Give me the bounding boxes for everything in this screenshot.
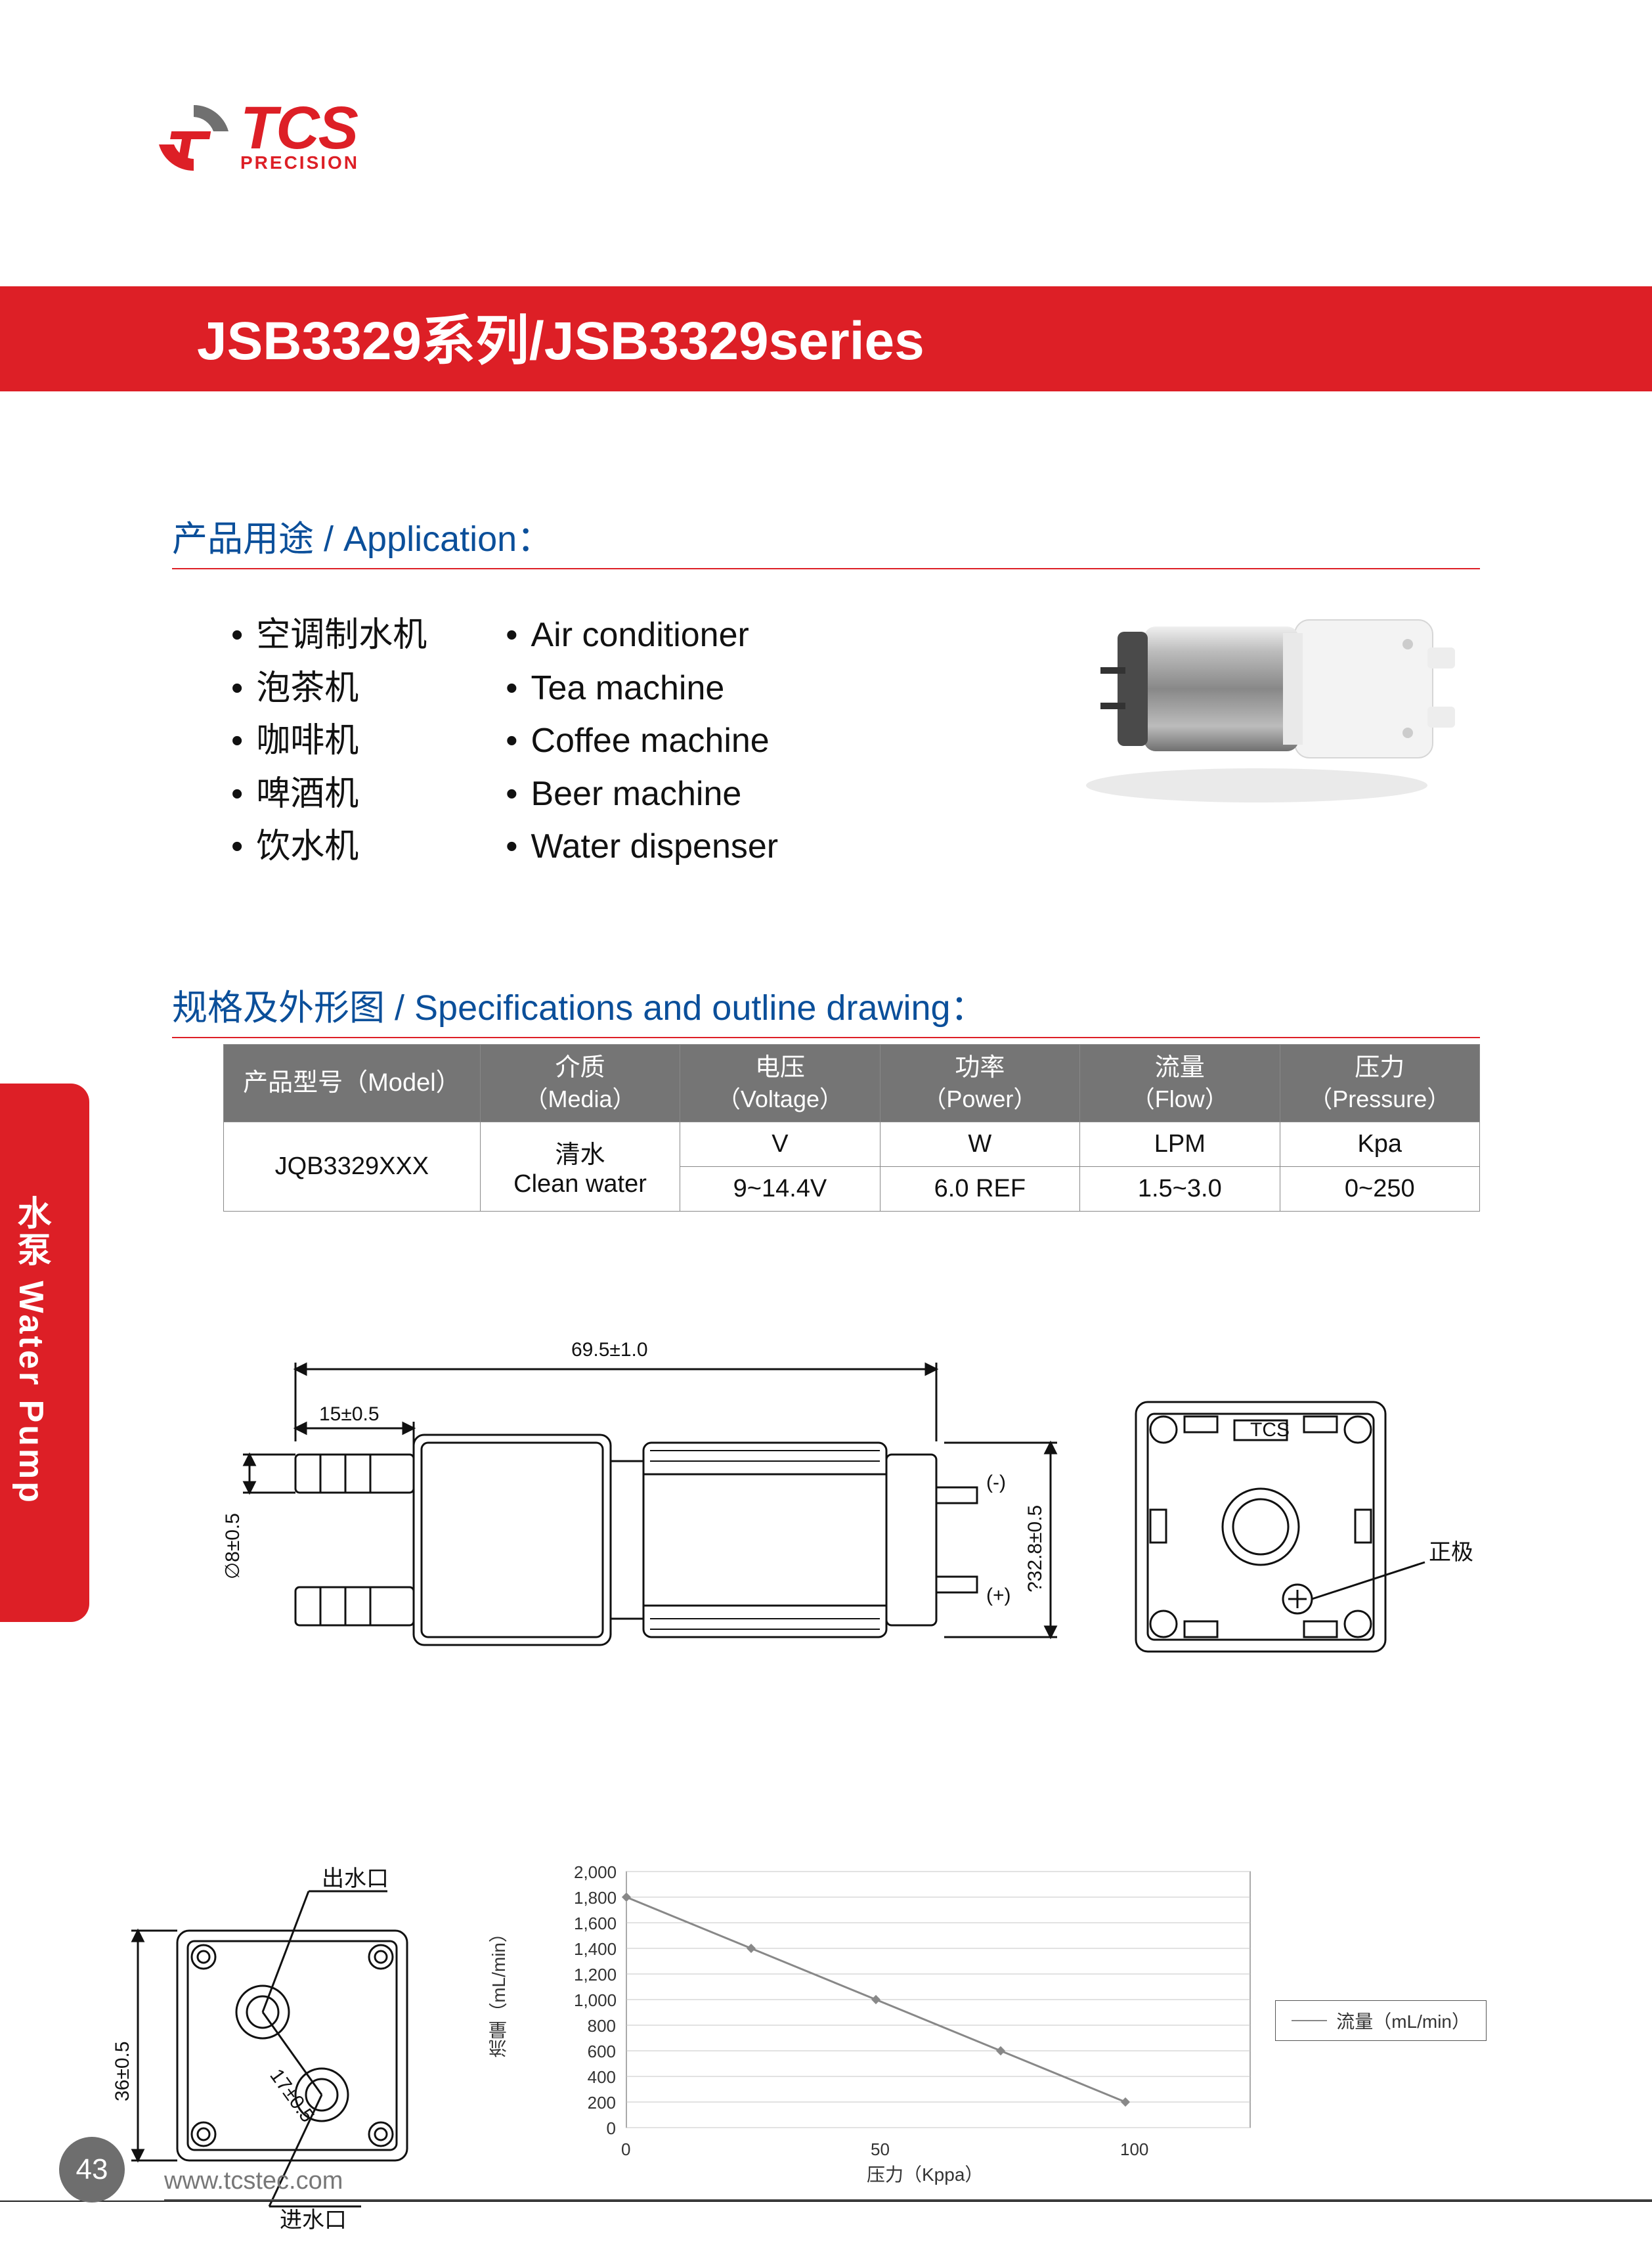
th-voltage: 电压（Voltage） (680, 1045, 880, 1122)
inlet-label: 进水口 (280, 2208, 347, 2233)
chart-ytick: 0 (574, 2118, 616, 2139)
dim-side: 36±0.5 (112, 2041, 133, 2101)
td-model: JQB3329XXX (224, 1122, 481, 1211)
page-number: 43 (59, 2137, 125, 2202)
th-flow: 流量（Flow） (1080, 1045, 1280, 1122)
app-item-cn: 空调制水机 (231, 609, 427, 662)
spec-table: 产品型号（Model） 介质（Media） 电压（Voltage） 功率（Pow… (223, 1044, 1480, 1212)
logo-brand-text: TCS (240, 102, 359, 154)
chart-ytick: 1,000 (574, 1990, 616, 2011)
chart-ylabel: 流量（mL/min） (486, 1924, 512, 2058)
app-item-en: Water dispenser (506, 820, 778, 873)
chart-ytick: 400 (574, 2067, 616, 2088)
app-item-en: Beer machine (506, 768, 778, 821)
td-pressure-val: 0~250 (1280, 1166, 1480, 1211)
category-side-tab: 水泵 Water Pump (0, 1084, 89, 1622)
pos-pole-label: 正极 "+" (1429, 1540, 1480, 1565)
brand-logo: TCS PRECISION (151, 99, 359, 177)
th-pressure: 压力（Pressure） (1280, 1045, 1480, 1122)
footer-url: www.tcstec.com (164, 2167, 343, 2195)
app-item-cn: 饮水机 (231, 820, 427, 873)
logo-sub-text: PRECISION (240, 152, 359, 173)
app-item-en: Tea machine (506, 662, 778, 715)
app-item-en: Air conditioner (506, 609, 778, 662)
product-photo (1040, 549, 1460, 812)
td-pressure-unit: Kpa (1280, 1122, 1480, 1166)
td-power-unit: W (880, 1122, 1079, 1166)
logo-swoosh-icon (151, 99, 236, 177)
th-media: 介质（Media） (480, 1045, 680, 1122)
chart-legend-label: 流量（mL/min） (1336, 2007, 1470, 2034)
page-title: JSB3329系列/JSB3329series (197, 297, 924, 375)
chart-legend: 流量（mL/min） (1275, 2000, 1487, 2041)
chart-ytick: 200 (574, 2093, 616, 2113)
td-flow-unit: LPM (1080, 1122, 1280, 1166)
dim-port-spacing: 17±0.5 (265, 2065, 318, 2126)
chart-xtick: 50 (871, 2139, 890, 2160)
app-item-cn: 啤酒机 (231, 768, 427, 821)
dim-length: 69.5±1.0 (571, 1339, 648, 1361)
chart-ytick: 1,400 (574, 1939, 616, 1960)
chart-xtick: 100 (1120, 2139, 1148, 2160)
application-heading-cn: 产品用途 (172, 519, 314, 559)
spec-heading-en: Specifications and outline drawing (414, 988, 951, 1028)
terminal-minus: (-) (986, 1472, 1006, 1493)
dim-nozzle-dia: ∅8±0.5 (222, 1513, 244, 1579)
th-model: 产品型号（Model） (224, 1045, 481, 1122)
front-tcs-label: TCS (1250, 1419, 1290, 1441)
spec-section: 规格及外形图 / Specifications and outline draw… (172, 978, 1480, 1038)
chart-ytick: 1,800 (574, 1888, 616, 1908)
application-section: 产品用途 / Application： 空调制水机 泡茶机 咖啡机 啤酒机 饮水… (172, 510, 1480, 873)
application-list-en: Air conditioner Tea machine Coffee machi… (506, 609, 778, 873)
td-media: 清水Clean water (480, 1122, 680, 1211)
td-voltage-unit: V (680, 1122, 880, 1166)
spec-heading-underline (172, 1037, 1480, 1038)
spec-heading: 规格及外形图 / Specifications and outline draw… (172, 978, 1480, 1030)
page-footer: 43 www.tcstec.com (0, 2161, 1652, 2202)
chart-ytick: 800 (574, 2016, 616, 2036)
side-tab-label: 水泵 Water Pump (7, 1195, 56, 1505)
app-item-en: Coffee machine (506, 714, 778, 768)
chart-ytick: 1,200 (574, 1965, 616, 1985)
chart-ytick: 2,000 (574, 1862, 616, 1883)
th-power: 功率（Power） (880, 1045, 1079, 1122)
td-voltage-val: 9~14.4V (680, 1166, 880, 1211)
spec-heading-cn: 规格及外形图 (172, 988, 385, 1028)
td-flow-val: 1.5~3.0 (1080, 1166, 1280, 1211)
application-heading-en: Application (343, 519, 517, 559)
chart-ytick: 1,600 (574, 1914, 616, 1934)
chart-ytick: 600 (574, 2042, 616, 2062)
app-item-cn: 咖啡机 (231, 714, 427, 768)
application-list-cn: 空调制水机 泡茶机 咖啡机 啤酒机 饮水机 (231, 609, 427, 873)
td-power-val: 6.0 REF (880, 1166, 1079, 1211)
chart-xtick: 0 (621, 2139, 630, 2160)
dim-nozzle: 15±0.5 (319, 1403, 380, 1425)
outlet-label: 出水口 (322, 1866, 389, 1891)
flow-pressure-chart: 流量（mL/min） 压力（Kppa） 流量（mL/min） 020040060… (512, 1865, 1484, 2180)
app-item-cn: 泡茶机 (231, 662, 427, 715)
dim-height: ?32.8±0.5 (1024, 1505, 1046, 1592)
terminal-plus: (+) (986, 1585, 1011, 1606)
outline-drawing: 69.5±1.0 15±0.5 ∅8±0.5 (-) (+) ?32.8±0.5 (177, 1304, 1480, 1763)
